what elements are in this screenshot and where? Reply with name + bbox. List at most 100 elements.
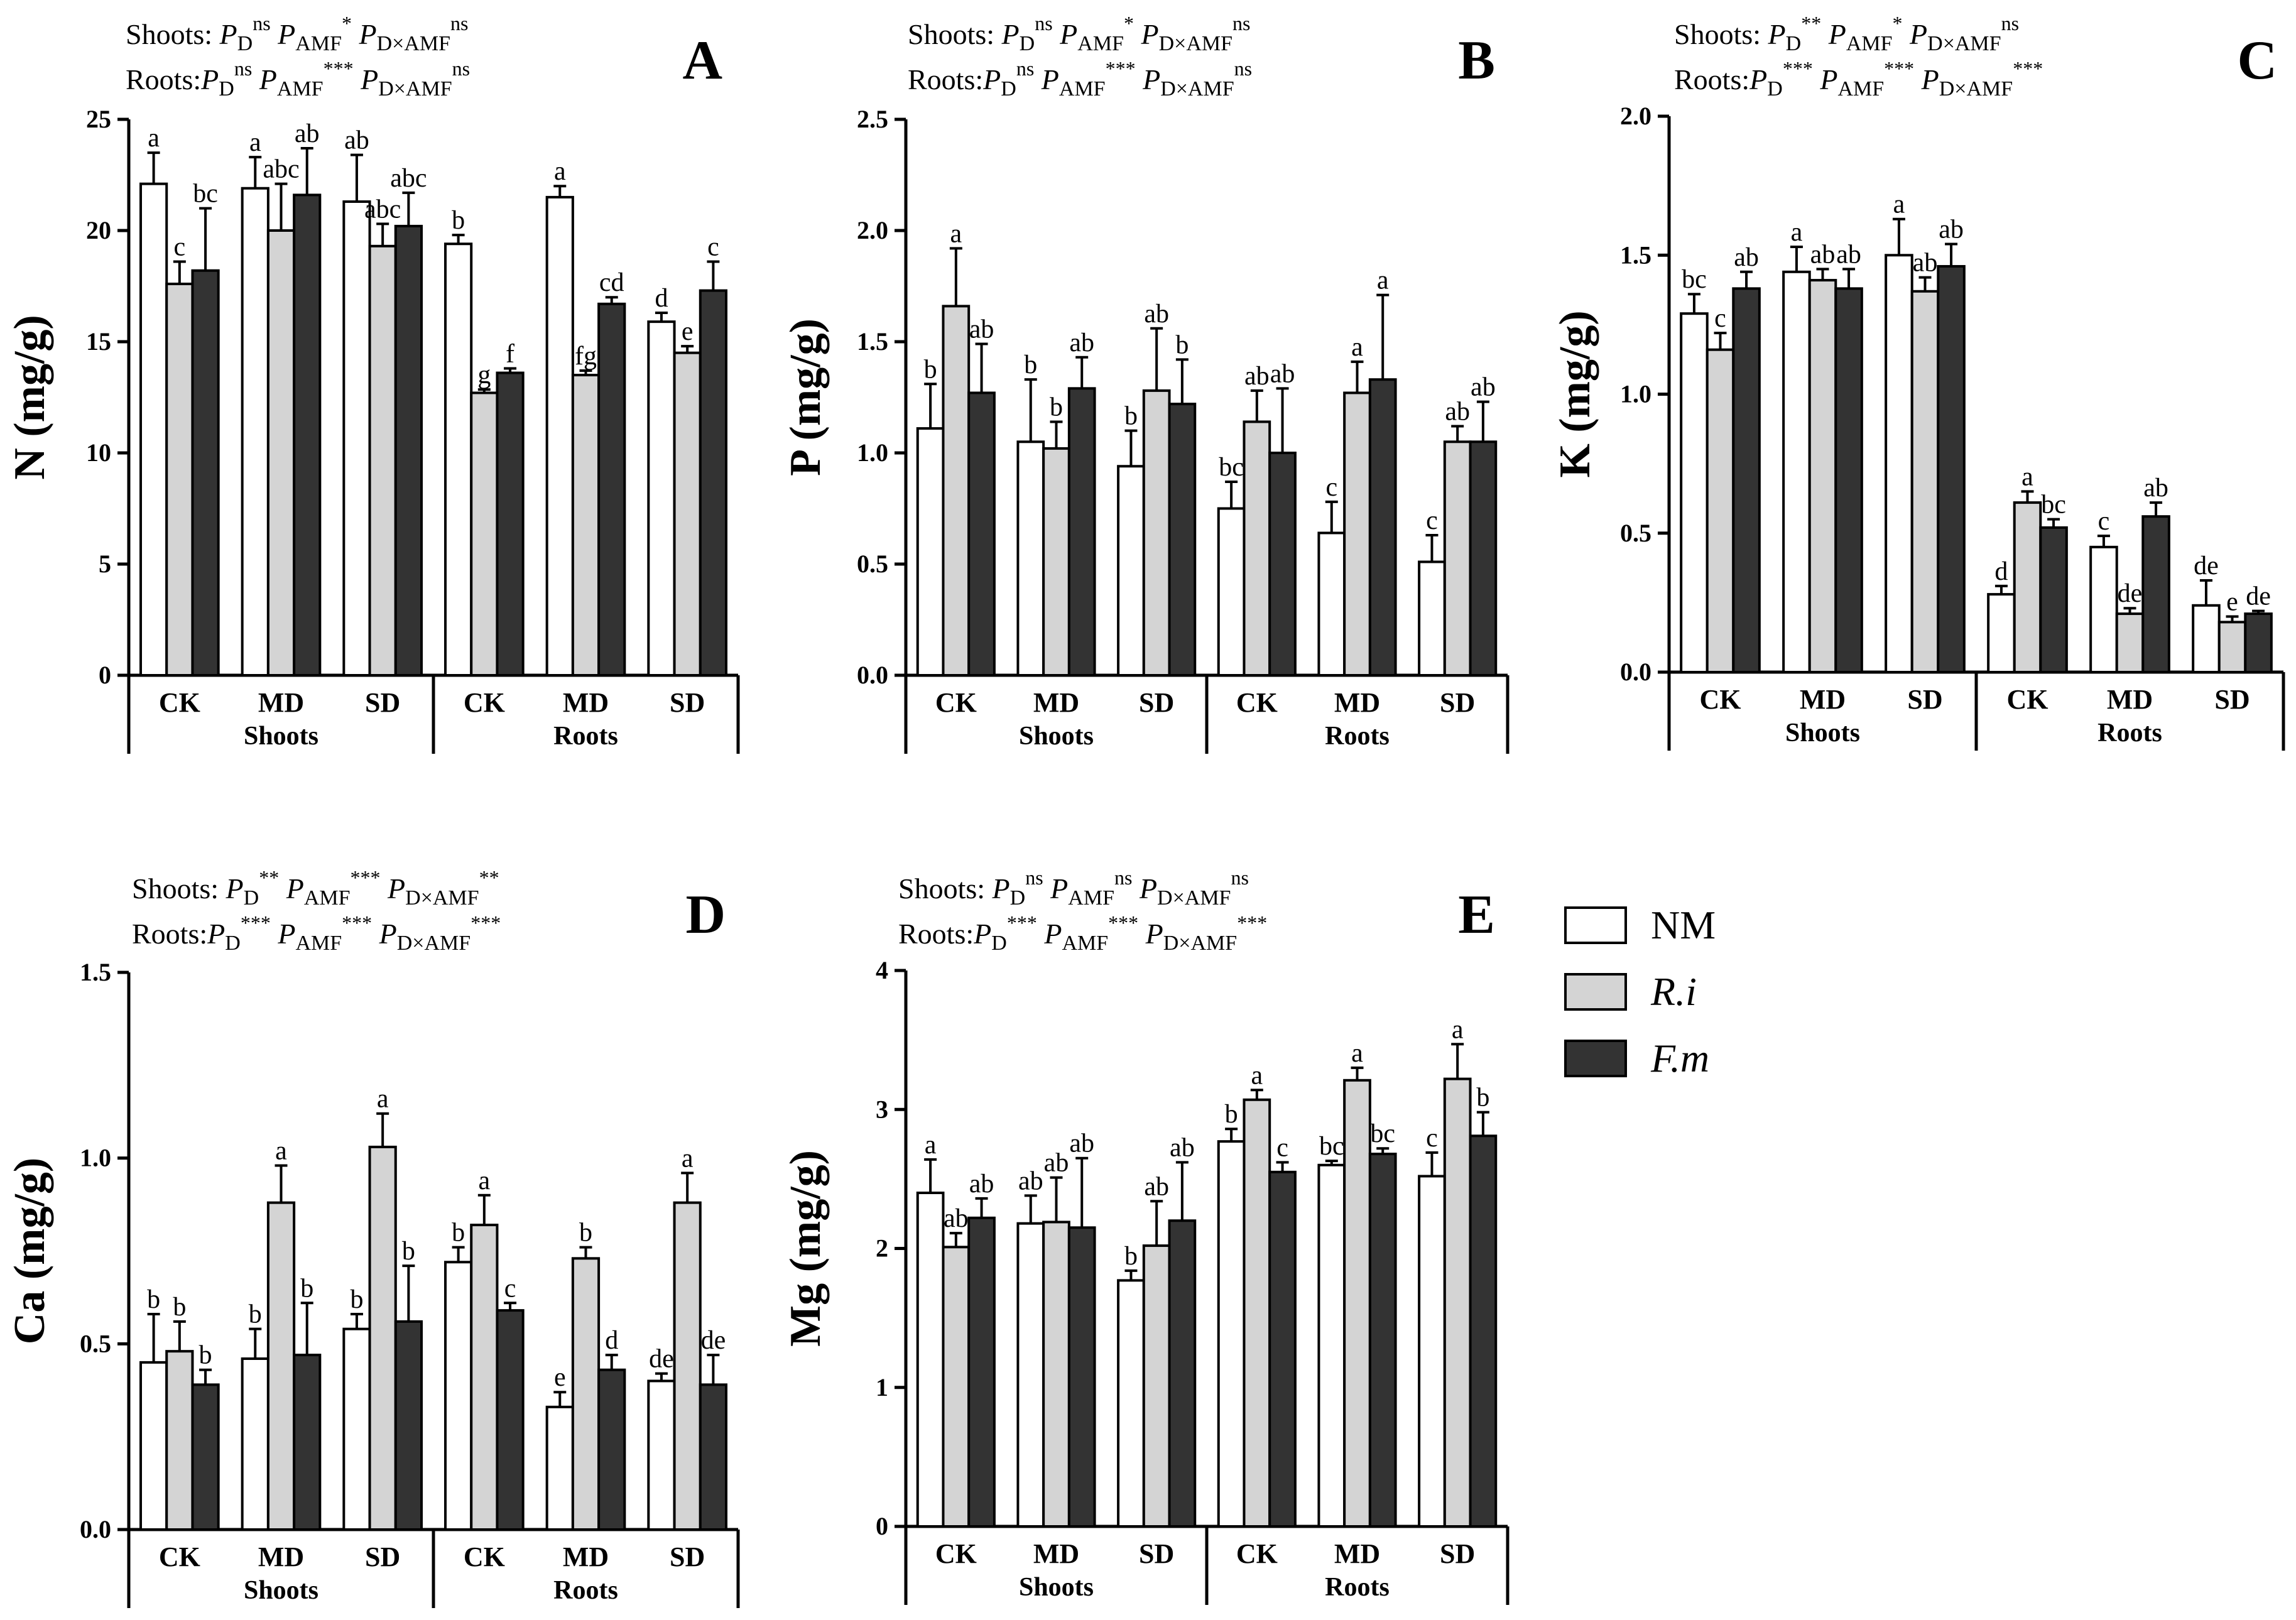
bar-fm [1469, 440, 1498, 677]
x-category-label: MD [1033, 687, 1079, 718]
significance-letter: ab [1069, 1129, 1094, 1158]
bar-ri [942, 305, 971, 677]
significance-letter: a [2021, 462, 2033, 491]
significance-letter: ab [969, 315, 994, 344]
significance-letter: ab [1913, 249, 1938, 278]
panel-letter: C [2237, 30, 2277, 91]
significance-letter: ab [1836, 240, 1861, 269]
bar-ri [1808, 279, 1837, 673]
significance-letter: ab [344, 126, 369, 155]
significance-letter: a [1377, 266, 1389, 295]
significance-letter: b [199, 1341, 212, 1370]
bar-fm [1368, 378, 1397, 677]
y-tick-label: 25 [86, 105, 111, 133]
bar-nm [1117, 1279, 1145, 1528]
bar-ri [1042, 1220, 1070, 1528]
y-tick-label: 0 [99, 661, 111, 689]
x-category-label: CK [159, 1541, 200, 1572]
y-tick-label: 3 [876, 1095, 888, 1123]
significance-letter: abc [364, 195, 401, 224]
y-tick-label: 2.0 [857, 216, 888, 244]
significance-letter: a [1791, 218, 1803, 247]
x-category-label: SD [2214, 684, 2250, 715]
y-tick-label: 2.5 [857, 105, 888, 133]
significance-letter: de [701, 1326, 726, 1355]
y-axis-label: K (mg/g) [1551, 310, 1599, 477]
bar-ri [368, 1145, 397, 1531]
x-category-label: CK [464, 1541, 505, 1572]
x-category-label: MD [1033, 1538, 1079, 1569]
significance-letter: a [249, 128, 261, 157]
significance-letter: a [554, 157, 566, 186]
significance-letter: a [1351, 333, 1363, 362]
significance-letter: ab [1044, 1149, 1069, 1178]
significance-letter: c [1276, 1133, 1288, 1162]
panel-letter: D [685, 884, 726, 945]
significance-letter: a [1351, 1039, 1363, 1068]
significance-letter: ab [1471, 373, 1496, 402]
bar-ri [2013, 501, 2042, 673]
significance-letter: ab [1270, 359, 1295, 388]
y-tick-label: 1 [876, 1373, 888, 1401]
x-category-label: MD [1800, 684, 1846, 715]
x-category-label: MD [258, 687, 304, 718]
legend-swatch-ri [1564, 973, 1627, 1011]
bar-ri [165, 282, 194, 677]
bar-nm [139, 1361, 168, 1531]
bar-nm [916, 427, 945, 677]
significance-letter: f [506, 339, 514, 368]
stats-roots: Roots:PD*** PAMF*** PD×AMF*** [1674, 57, 2043, 101]
significance-letter: b [300, 1274, 313, 1303]
bar-nm [443, 242, 473, 677]
x-category-label: MD [563, 1541, 609, 1572]
significance-letter: c [1426, 506, 1438, 535]
legend: NM R.i F.m [1564, 892, 1828, 1092]
significance-letter: ab [1018, 1166, 1043, 1195]
bar-nm [1782, 270, 1811, 673]
bar-fm [967, 391, 996, 677]
bar-fm [1834, 287, 1863, 674]
bar-ri [1343, 1079, 1371, 1528]
x-category-label: SD [1907, 684, 1942, 715]
bar-fm [597, 1368, 626, 1531]
y-tick-label: 15 [86, 327, 111, 356]
y-tick-label: 0.0 [1620, 658, 1651, 686]
bar-ri [1443, 1077, 1472, 1528]
significance-letter: ab [1170, 1133, 1195, 1162]
significance-letter: b [1124, 402, 1138, 431]
legend-label-fm: F.m [1651, 1036, 1710, 1080]
y-tick-label: 1.5 [1620, 241, 1651, 269]
bar-ri [1243, 1098, 1271, 1528]
stats-roots: Roots:PDns PAMF*** PD×AMFns [908, 57, 1252, 101]
significance-letter: ab [1445, 398, 1470, 427]
significance-letter: bc [193, 180, 218, 209]
chart-panel-c: 0.0 0.5 1.0 1.5 2.0 K (mg/g) CK MD SD CK MD SD Shoot… [1551, 12, 2285, 751]
x-group-label: Shoots [244, 1576, 318, 1605]
significance-letter: c [174, 233, 186, 262]
bar-fm [293, 1354, 322, 1531]
y-tick-label: 20 [86, 216, 111, 244]
significance-letter: abc [263, 155, 299, 184]
y-tick-label: 2.0 [1620, 102, 1651, 130]
y-tick-label: 0.5 [1620, 519, 1651, 547]
x-group-label: Roots [1325, 1573, 1390, 1602]
significance-letter: b [402, 1237, 415, 1266]
chart-panel-d: 0.0 0.5 1.0 1.5 Ca (mg/g) CK MD SD CK MD SD Shoots R… [6, 866, 740, 1608]
bar-nm [1885, 254, 1913, 673]
significance-letter: ab [1810, 240, 1836, 269]
significance-letter: a [1893, 190, 1905, 219]
bar-ri [470, 391, 499, 677]
bar-fm [699, 1383, 728, 1531]
bar-fm [1368, 1153, 1397, 1528]
x-category-label: SD [670, 687, 705, 718]
bar-nm [1317, 531, 1346, 677]
bar-nm [342, 200, 371, 677]
significance-letter: a [925, 1131, 937, 1160]
significance-letter: b [1024, 351, 1037, 379]
bar-ri [1910, 290, 1940, 673]
significance-letter: a [950, 219, 962, 248]
significance-letter: e [2226, 588, 2238, 617]
y-axis-label: Ca (mg/g) [6, 1158, 54, 1344]
